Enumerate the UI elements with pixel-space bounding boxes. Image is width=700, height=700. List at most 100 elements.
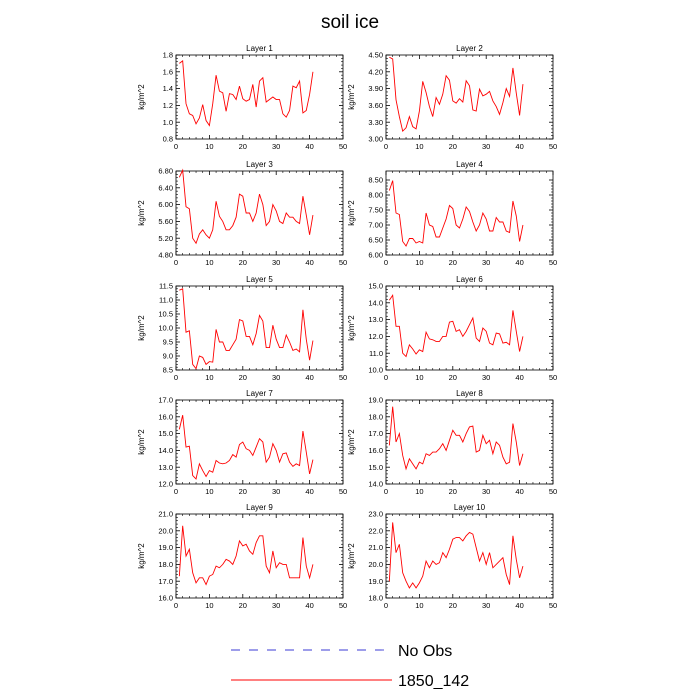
y-tick-label: 13.0 xyxy=(158,463,173,472)
x-tick-label: 30 xyxy=(272,601,280,610)
x-tick-label: 30 xyxy=(272,258,280,267)
x-tick-label: 10 xyxy=(205,142,213,151)
plot-frame xyxy=(385,54,554,140)
y-tick-label: 16.0 xyxy=(158,594,173,603)
x-tick-label: 20 xyxy=(449,258,457,267)
x-tick-label: 40 xyxy=(515,258,523,267)
series-line-1850_142 xyxy=(388,406,524,471)
y-tick-label: 5.60 xyxy=(158,217,173,226)
y-tick-label: 18.0 xyxy=(368,594,383,603)
plot-frame xyxy=(385,399,554,485)
legend-label: No Obs xyxy=(398,643,452,660)
x-tick-label: 30 xyxy=(272,487,280,496)
legend-label: 1850_142 xyxy=(398,673,469,690)
panel-layer-7: Layer 7 kg/m^2 0 10 20 30 40 50 12.0 13.0 14.0 15.0… xyxy=(137,389,347,496)
series-line-1850_142 xyxy=(178,168,314,245)
y-tick-label: 16.0 xyxy=(368,446,383,455)
panel-layer-6: Layer 6 kg/m^2 0 10 20 30 40 50 10.0 11.0 12.0 13.0… xyxy=(347,275,557,382)
series-line-1850_142 xyxy=(389,56,524,133)
y-tick-label: 5.20 xyxy=(158,234,173,243)
series-line-1850_142 xyxy=(179,288,314,370)
x-tick-label: 20 xyxy=(239,373,247,382)
x-tick-label: 0 xyxy=(384,373,388,382)
y-axis-label: kg/m^2 xyxy=(137,429,146,455)
x-tick-label: 20 xyxy=(449,373,457,382)
x-tick-label: 30 xyxy=(482,258,490,267)
x-tick-label: 40 xyxy=(515,373,523,382)
x-tick-label: 20 xyxy=(239,258,247,267)
y-axis-label: kg/m^2 xyxy=(137,200,146,226)
x-tick-label: 50 xyxy=(549,258,557,267)
panel-title: Layer 9 xyxy=(246,503,273,512)
x-tick-label: 20 xyxy=(239,487,247,496)
x-tick-label: 10 xyxy=(415,601,423,610)
panel-title: Layer 4 xyxy=(456,160,483,169)
y-tick-label: 8.00 xyxy=(368,191,383,200)
y-tick-label: 23.0 xyxy=(368,510,383,519)
y-tick-label: 1.2 xyxy=(163,101,173,110)
x-tick-label: 20 xyxy=(449,487,457,496)
y-tick-label: 10.0 xyxy=(158,324,173,333)
y-tick-label: 6.00 xyxy=(158,200,173,209)
plot-frame xyxy=(175,513,344,599)
x-tick-label: 30 xyxy=(482,142,490,151)
panel-layer-5: Layer 5 kg/m^2 0 10 20 30 40 50 8.5 9.0 9.5 10.0 10.… xyxy=(137,275,347,382)
panel-title: Layer 7 xyxy=(246,389,273,398)
panel-grid: Layer 1 kg/m^2 0 10 20 30 40 50 0.8 1.0 1.2 1.4 1.6 1… xyxy=(137,44,557,610)
series-line-1850_142 xyxy=(179,60,314,127)
plot-frame xyxy=(175,285,344,371)
x-tick-label: 50 xyxy=(339,373,347,382)
series-line-1850_142 xyxy=(178,525,314,586)
y-tick-label: 3.90 xyxy=(368,84,383,93)
x-tick-label: 20 xyxy=(449,601,457,610)
y-tick-label: 15.0 xyxy=(368,282,383,291)
panel-title: Layer 2 xyxy=(456,44,483,53)
x-tick-label: 0 xyxy=(384,487,388,496)
series-line-1850_142 xyxy=(388,180,524,247)
y-tick-label: 20.0 xyxy=(368,560,383,569)
x-tick-label: 10 xyxy=(415,258,423,267)
x-tick-label: 50 xyxy=(339,258,347,267)
y-axis-label: kg/m^2 xyxy=(137,543,146,569)
x-tick-label: 50 xyxy=(339,601,347,610)
y-tick-label: 14.0 xyxy=(158,446,173,455)
panel-layer-8: Layer 8 kg/m^2 0 10 20 30 40 50 14.0 15.0 16.0 17.0… xyxy=(347,389,557,496)
y-tick-label: 1.4 xyxy=(163,84,173,93)
y-tick-label: 0.8 xyxy=(163,135,173,144)
x-tick-label: 40 xyxy=(515,601,523,610)
y-tick-label: 22.0 xyxy=(368,526,383,535)
y-axis-label: kg/m^2 xyxy=(347,84,356,110)
y-tick-label: 6.00 xyxy=(368,251,383,260)
y-tick-label: 14.0 xyxy=(368,480,383,489)
y-axis-label: kg/m^2 xyxy=(137,84,146,110)
y-tick-label: 3.60 xyxy=(368,101,383,110)
panel-layer-2: Layer 2 kg/m^2 0 10 20 30 40 50 3.00 3.30 3.60 3.90… xyxy=(347,44,557,151)
y-tick-label: 12.0 xyxy=(368,332,383,341)
y-tick-label: 9.5 xyxy=(163,338,173,347)
series-line-1850_142 xyxy=(388,522,524,589)
y-tick-label: 1.0 xyxy=(163,118,173,127)
x-tick-label: 40 xyxy=(515,487,523,496)
x-tick-label: 10 xyxy=(205,487,213,496)
y-tick-label: 20.0 xyxy=(158,526,173,535)
x-tick-label: 10 xyxy=(415,487,423,496)
x-tick-label: 40 xyxy=(305,258,313,267)
y-tick-label: 7.00 xyxy=(368,221,383,230)
x-tick-label: 0 xyxy=(174,258,178,267)
x-tick-label: 10 xyxy=(415,373,423,382)
x-tick-label: 30 xyxy=(482,601,490,610)
x-tick-label: 0 xyxy=(174,373,178,382)
y-tick-label: 18.0 xyxy=(158,560,173,569)
x-tick-label: 40 xyxy=(305,601,313,610)
x-tick-label: 20 xyxy=(239,142,247,151)
y-tick-label: 15.0 xyxy=(158,429,173,438)
y-tick-label: 4.80 xyxy=(158,251,173,260)
legend: No Obs 1850_142 xyxy=(231,643,469,690)
y-tick-label: 6.80 xyxy=(158,167,173,176)
y-tick-label: 15.0 xyxy=(368,463,383,472)
x-tick-label: 30 xyxy=(272,373,280,382)
y-tick-label: 10.0 xyxy=(368,366,383,375)
y-tick-label: 4.20 xyxy=(368,67,383,76)
x-tick-label: 40 xyxy=(305,373,313,382)
y-tick-label: 17.0 xyxy=(158,577,173,586)
